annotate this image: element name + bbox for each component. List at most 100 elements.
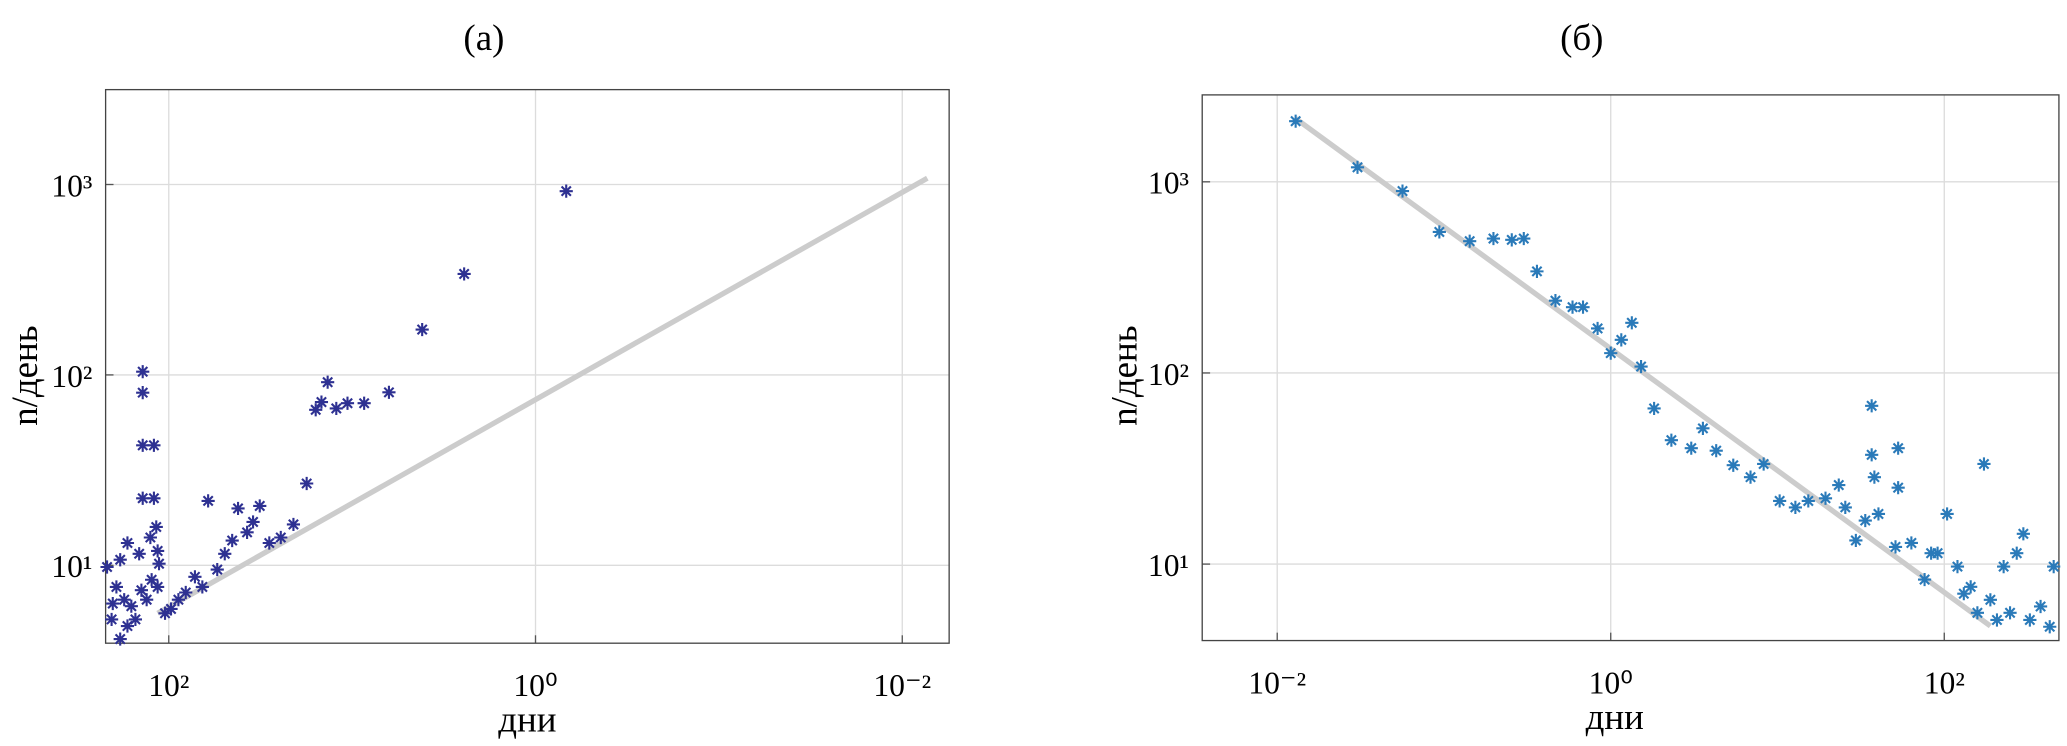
point xyxy=(1634,359,1648,374)
point xyxy=(1924,546,1938,560)
point xyxy=(415,323,429,337)
point xyxy=(329,401,343,415)
x-tick-label: 10² xyxy=(148,668,189,703)
point xyxy=(106,596,120,611)
point xyxy=(1590,321,1605,336)
point xyxy=(231,501,245,516)
point xyxy=(1950,560,1965,574)
point xyxy=(340,396,355,410)
point xyxy=(117,593,131,607)
point xyxy=(1350,160,1365,174)
x-tick-label: 10² xyxy=(1924,665,1965,700)
point xyxy=(274,530,288,545)
point xyxy=(136,386,150,400)
point xyxy=(1726,458,1740,472)
point xyxy=(1486,231,1501,246)
point xyxy=(195,580,209,594)
point xyxy=(1548,294,1563,308)
point xyxy=(1395,184,1410,198)
point xyxy=(357,396,371,410)
point xyxy=(1865,448,1879,462)
point xyxy=(128,612,143,626)
point xyxy=(1505,233,1519,247)
point xyxy=(140,593,154,607)
point xyxy=(1871,507,1886,521)
point xyxy=(1576,300,1590,314)
point xyxy=(218,547,232,561)
point xyxy=(105,612,119,626)
y-axis-label: n/день xyxy=(1103,325,1144,425)
point xyxy=(1517,231,1531,246)
point xyxy=(1964,580,1978,594)
point xyxy=(120,619,135,633)
point xyxy=(559,184,573,198)
y-tick-label: 10³ xyxy=(51,168,92,203)
point xyxy=(2043,620,2057,634)
point xyxy=(2033,599,2048,614)
point xyxy=(1977,457,1991,471)
y-tick-label: 10² xyxy=(1148,357,1189,392)
x-tick-label: 10⁻² xyxy=(873,668,931,703)
point xyxy=(1684,441,1698,455)
point xyxy=(2003,606,2017,620)
point xyxy=(1970,606,1984,620)
point xyxy=(124,599,138,613)
point xyxy=(382,385,396,399)
point xyxy=(132,547,146,561)
point xyxy=(1832,478,1846,492)
point xyxy=(1664,433,1678,447)
point xyxy=(210,562,224,577)
point xyxy=(1773,494,1787,508)
point xyxy=(1788,500,1802,514)
point xyxy=(2016,527,2030,541)
point xyxy=(1432,225,1446,239)
point xyxy=(149,520,163,534)
point xyxy=(1983,593,1997,607)
x-tick-label: 10⁰ xyxy=(513,668,557,703)
point xyxy=(145,573,159,587)
point xyxy=(100,560,114,574)
point xyxy=(120,536,135,550)
point xyxy=(1891,481,1905,495)
x-tick-label: 10⁻² xyxy=(1248,665,1306,700)
point xyxy=(171,593,185,607)
point xyxy=(1990,613,2004,627)
plot-frame xyxy=(1201,94,2060,642)
point xyxy=(1530,264,1544,278)
x-tick-label: 10⁰ xyxy=(1589,665,1633,700)
point xyxy=(1463,234,1477,248)
fit-line xyxy=(1294,116,1992,629)
point xyxy=(1997,560,2011,574)
point xyxy=(1917,572,1932,587)
point xyxy=(1818,491,1833,505)
point xyxy=(151,544,165,558)
point xyxy=(246,515,260,529)
point xyxy=(314,395,329,409)
point xyxy=(1849,533,1863,548)
point xyxy=(152,557,166,571)
point xyxy=(147,438,161,452)
point xyxy=(300,476,314,491)
point xyxy=(1604,346,1618,360)
point xyxy=(240,525,254,539)
point xyxy=(158,606,172,620)
point xyxy=(113,553,127,567)
point xyxy=(1904,536,1918,550)
point xyxy=(188,570,202,584)
point xyxy=(225,533,239,548)
x-axis-label: дни xyxy=(498,699,556,740)
point xyxy=(151,580,165,594)
point xyxy=(1865,399,1879,413)
point xyxy=(1888,540,1903,554)
y-tick-label: 10² xyxy=(51,359,92,394)
point xyxy=(1696,421,1710,435)
point xyxy=(1289,114,1303,128)
point xyxy=(1614,333,1628,347)
point xyxy=(164,602,178,616)
point xyxy=(1625,316,1639,330)
point xyxy=(1957,587,1971,601)
point xyxy=(1801,494,1815,508)
point xyxy=(321,375,335,389)
y-tick-label: 10¹ xyxy=(1148,548,1189,583)
